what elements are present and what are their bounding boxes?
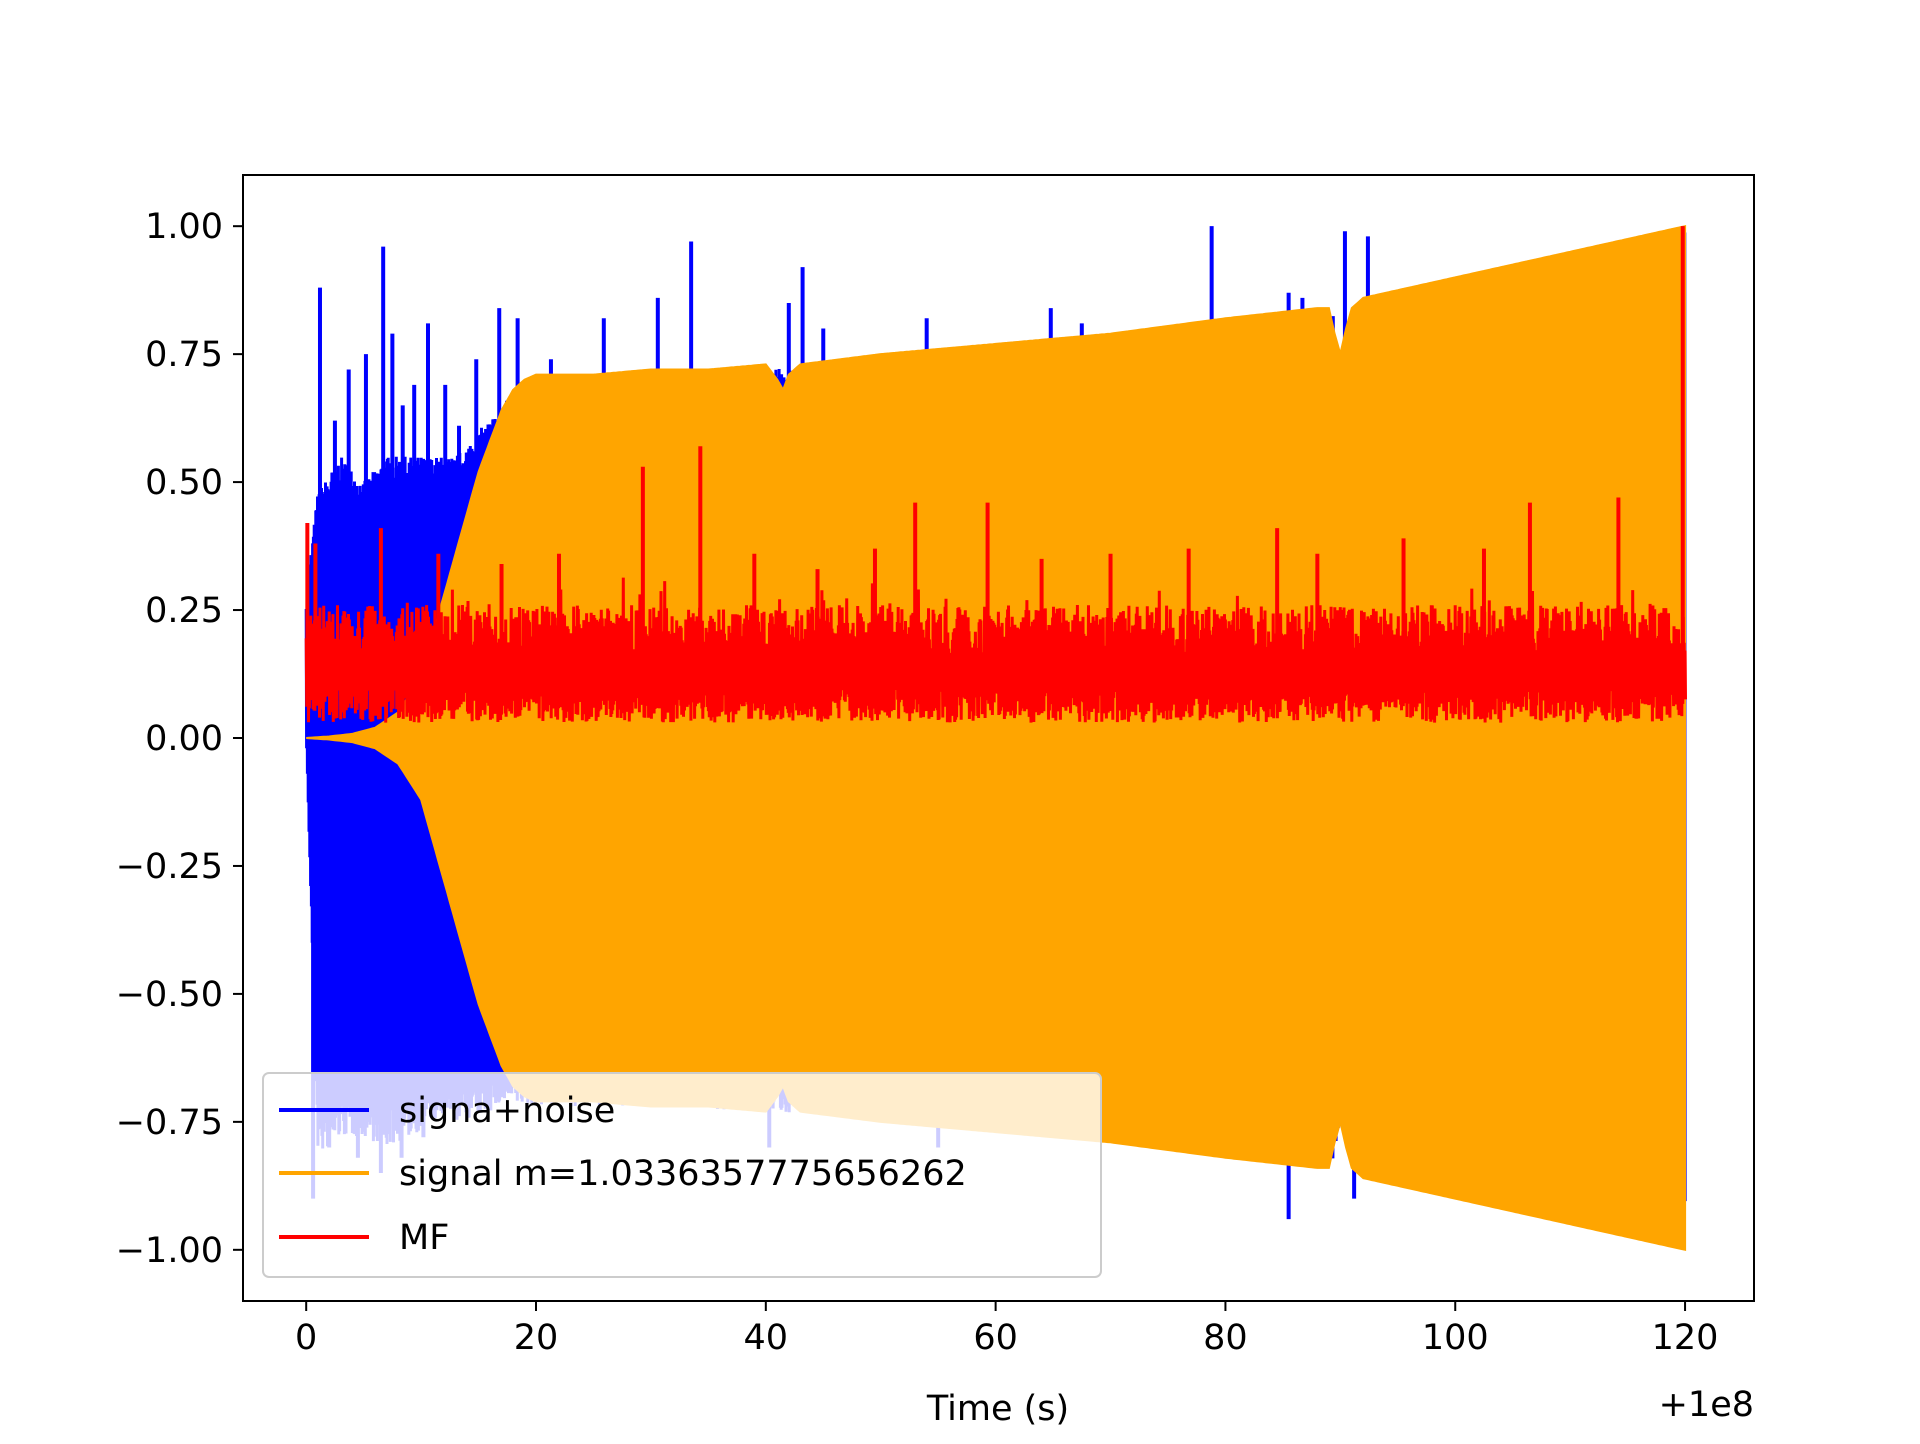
- legend-label-signal: signal m=1.0336357775656262: [399, 1154, 967, 1194]
- series-mf-line: [304, 577, 1687, 723]
- x-tick-label: 20: [514, 1318, 559, 1358]
- x-tick-label: 120: [1652, 1318, 1719, 1358]
- y-tick-label: −0.75: [116, 1103, 223, 1143]
- x-axis-offset-label: +1e8: [1659, 1385, 1754, 1425]
- series-mf: [304, 226, 1687, 723]
- x-axis: 0 20 40 60 80 100 120: [295, 1301, 1718, 1358]
- x-axis-label: Time (s): [926, 1389, 1069, 1429]
- y-tick-label: −0.50: [116, 975, 223, 1015]
- y-tick-label: 1.00: [145, 207, 223, 247]
- y-axis: 1.00 0.75 0.50 0.25 0.00 −0.25 −0.50 −0.75 −1.00: [116, 207, 243, 1271]
- x-tick-label: 100: [1422, 1318, 1489, 1358]
- legend-label-mf: MF: [399, 1218, 449, 1258]
- x-tick-label: 60: [973, 1318, 1018, 1358]
- y-tick-label: 0.50: [145, 463, 223, 503]
- legend-box: [262, 1072, 1102, 1278]
- x-tick-label: 0: [295, 1318, 317, 1358]
- legend-label-signal-noise: signa+noise: [399, 1091, 615, 1131]
- y-tick-label: 0.75: [145, 335, 223, 375]
- legend: signa+noise signal m=1.0336357775656262 …: [262, 1072, 1102, 1278]
- y-tick-label: 0.25: [145, 591, 223, 631]
- y-tick-label: −0.25: [116, 847, 223, 887]
- x-tick-label: 80: [1203, 1318, 1248, 1358]
- x-tick-label: 40: [744, 1318, 789, 1358]
- y-tick-label: 0.00: [145, 719, 223, 759]
- y-tick-label: −1.00: [116, 1231, 223, 1271]
